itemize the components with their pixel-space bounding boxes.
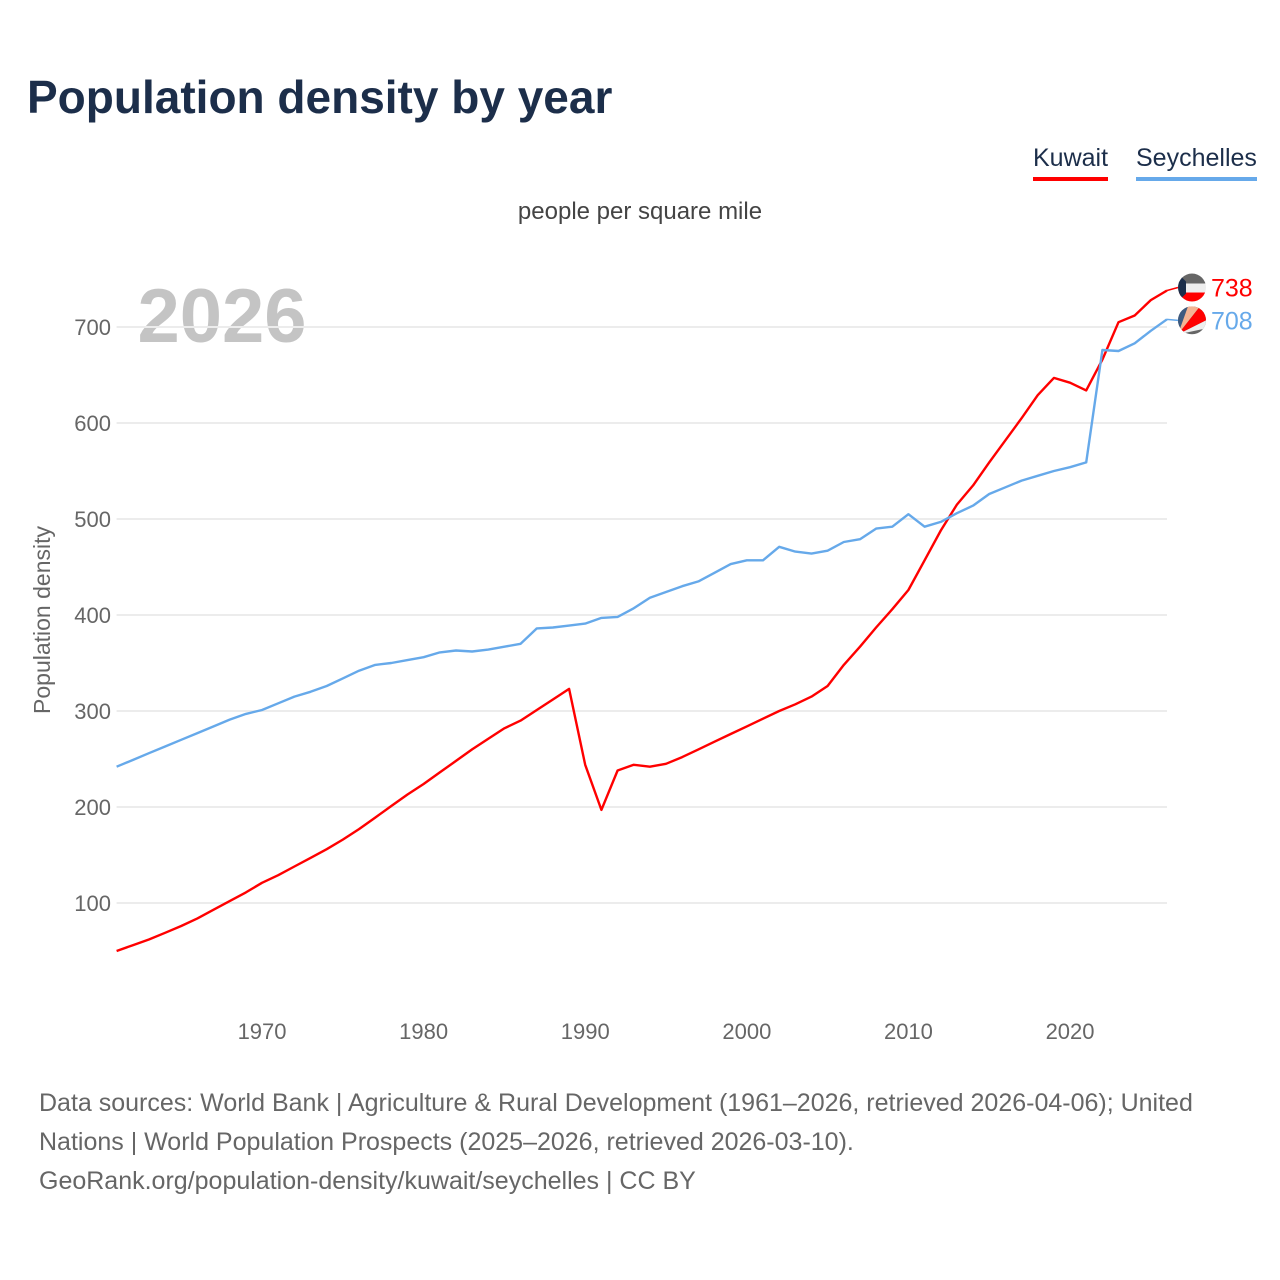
kuwait-flag-icon bbox=[1178, 273, 1206, 302]
y-tick-label: 200 bbox=[74, 795, 111, 820]
page-title: Population density by year bbox=[27, 71, 613, 123]
legend-kuwait[interactable]: Kuwait bbox=[1033, 144, 1109, 181]
y-axis-label: Population density bbox=[29, 526, 55, 714]
x-tick-label: 2010 bbox=[884, 1019, 933, 1044]
end-value-label-kuwait: 738 bbox=[1211, 275, 1253, 303]
chart-subtitle: people per square mile bbox=[517, 198, 763, 225]
y-tick-label: 700 bbox=[74, 315, 111, 340]
legend-seychelles[interactable]: Seychelles bbox=[1136, 144, 1257, 181]
y-tick-label: 600 bbox=[74, 411, 111, 436]
source-link[interactable]: GeoRank.org/population-density/kuwait/se… bbox=[39, 1167, 696, 1195]
x-tick-label: 1980 bbox=[399, 1019, 448, 1044]
end-connector bbox=[1166, 286, 1179, 292]
x-tick-label: 1970 bbox=[238, 1019, 287, 1044]
end-value-label-seychelles: 708 bbox=[1211, 307, 1253, 335]
y-tick-label: 100 bbox=[74, 891, 111, 916]
y-tick-label: 400 bbox=[74, 603, 111, 628]
year-watermark: 2026 bbox=[137, 274, 306, 359]
x-tick-label: 2020 bbox=[1046, 1019, 1095, 1044]
y-tick-label: 300 bbox=[74, 699, 111, 724]
data-sources: Data sources: World Bank | Agriculture &… bbox=[39, 1089, 1193, 1156]
line-chart: 2026 100 200 300 400 500 600 700 1970 1980 1990 200… bbox=[29, 273, 1253, 1044]
x-tick-label: 1990 bbox=[561, 1019, 610, 1044]
seychelles-flag-icon bbox=[1178, 306, 1206, 335]
series-line-seychelles bbox=[116, 318, 1168, 768]
footer: Data sources: World Bank | Agriculture &… bbox=[39, 1084, 1249, 1201]
end-connector bbox=[1166, 318, 1179, 322]
x-tick-label: 2000 bbox=[722, 1019, 771, 1044]
series-line-kuwait bbox=[116, 289, 1168, 953]
y-tick-label: 500 bbox=[74, 507, 111, 532]
